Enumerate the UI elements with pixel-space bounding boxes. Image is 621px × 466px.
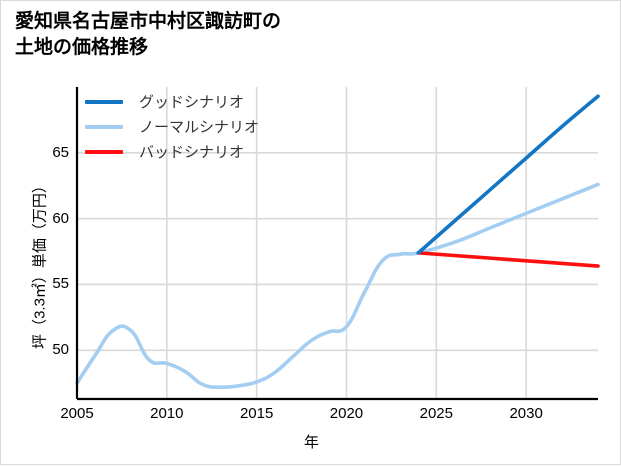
legend-color-swatch — [85, 124, 123, 129]
y-tick-label: 60 — [52, 209, 69, 227]
y-tick-label: 55 — [52, 275, 69, 293]
x-tick-label: 2010 — [150, 405, 184, 422]
y-tick-label: 65 — [52, 143, 69, 161]
x-tick-label: 2015 — [239, 405, 274, 422]
x-tick-label: 2030 — [509, 405, 543, 422]
x-tick-label: 2020 — [329, 405, 364, 422]
y-axis-title: 坪（3.3㎡）単価（万円） — [31, 178, 49, 349]
y-tick-label: 50 — [52, 341, 69, 359]
legend-item-label: グッドシナリオ — [139, 94, 245, 111]
legend-item-label: バッドシナリオ — [139, 144, 245, 161]
x-tick-label: 2005 — [60, 405, 94, 422]
legend-item-label: ノーマルシナリオ — [139, 119, 260, 136]
chart-legend: グッドシナリオ ノーマルシナリオ バッドシナリオ — [85, 89, 315, 164]
legend-color-swatch — [85, 99, 123, 104]
series-line — [75, 182, 600, 390]
legend-color-swatch — [85, 149, 123, 154]
x-tick-label: 2025 — [419, 405, 453, 422]
legend-item-3[interactable]: バッドシナリオ — [85, 139, 315, 164]
legend-item-1[interactable]: グッドシナリオ — [85, 89, 315, 114]
x-axis-title: 年 — [303, 434, 319, 451]
legend-item-2[interactable]: ノーマルシナリオ — [85, 114, 315, 139]
series-line — [416, 94, 600, 255]
series-line — [416, 251, 600, 268]
series-lines — [75, 94, 600, 390]
page-title: 愛知県名古屋市中村区諏訪町の 土地の価格推移 — [15, 11, 282, 58]
